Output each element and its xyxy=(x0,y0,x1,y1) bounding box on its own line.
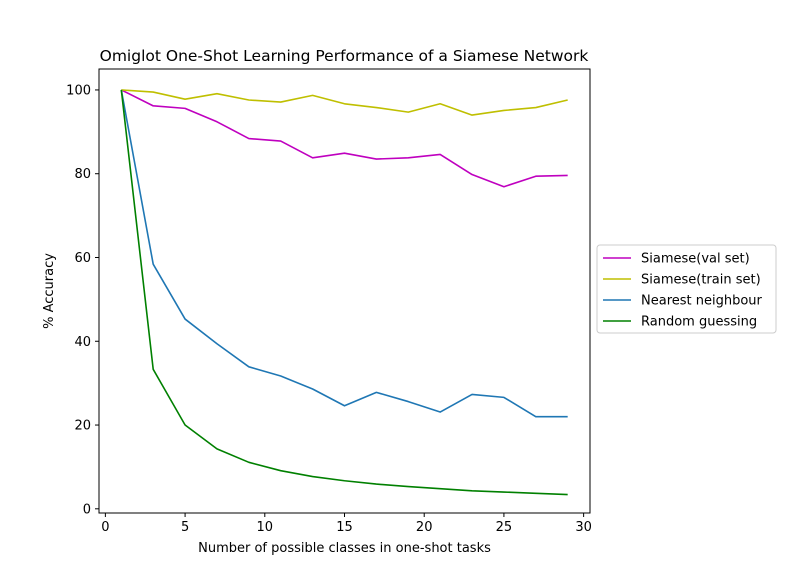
y-tick-label: 0 xyxy=(83,502,91,517)
series-line-siamese-val-set xyxy=(120,89,568,188)
plot-frame xyxy=(98,68,591,514)
x-axis-label: Number of possible classes in one-shot t… xyxy=(198,541,491,556)
x-tick-label: 25 xyxy=(496,520,513,535)
series-line-siamese-train-set xyxy=(121,89,568,116)
series-line-random-guessing xyxy=(120,89,568,496)
x-tick-label: 30 xyxy=(575,520,592,535)
legend-label-random-guessing: Random guessing xyxy=(641,315,757,330)
y-tick-label: 60 xyxy=(74,251,91,266)
x-tick-label: 10 xyxy=(257,520,274,535)
series-line-nearest-neighbour xyxy=(120,89,568,418)
legend-label-siamese-train-set: Siamese(train set) xyxy=(641,273,761,288)
legend: Siamese(val set) Siamese(train set) Neares… xyxy=(596,244,777,334)
y-tick-label: 40 xyxy=(74,335,91,350)
x-tick-label: 15 xyxy=(336,520,353,535)
x-tick-label: 5 xyxy=(181,520,189,535)
plot-area xyxy=(98,68,591,514)
y-axis-label: % Accuracy xyxy=(42,253,57,329)
legend-label-nearest-neighbour: Nearest neighbour xyxy=(641,294,763,309)
y-tick-label: 80 xyxy=(74,167,91,182)
x-axis: 0 5 10 15 20 25 30 xyxy=(101,513,592,535)
y-axis: 0 20 40 60 80 100 xyxy=(66,83,99,517)
legend-label-siamese-val-set: Siamese(val set) xyxy=(641,252,750,267)
y-tick-label: 20 xyxy=(74,419,91,434)
chart-title: Omiglot One-Shot Learning Performance of… xyxy=(100,47,589,65)
legend-box xyxy=(596,244,777,334)
x-tick-label: 0 xyxy=(101,520,109,535)
series-group xyxy=(120,89,568,496)
x-tick-label: 20 xyxy=(416,520,433,535)
y-tick-label: 100 xyxy=(66,83,91,98)
